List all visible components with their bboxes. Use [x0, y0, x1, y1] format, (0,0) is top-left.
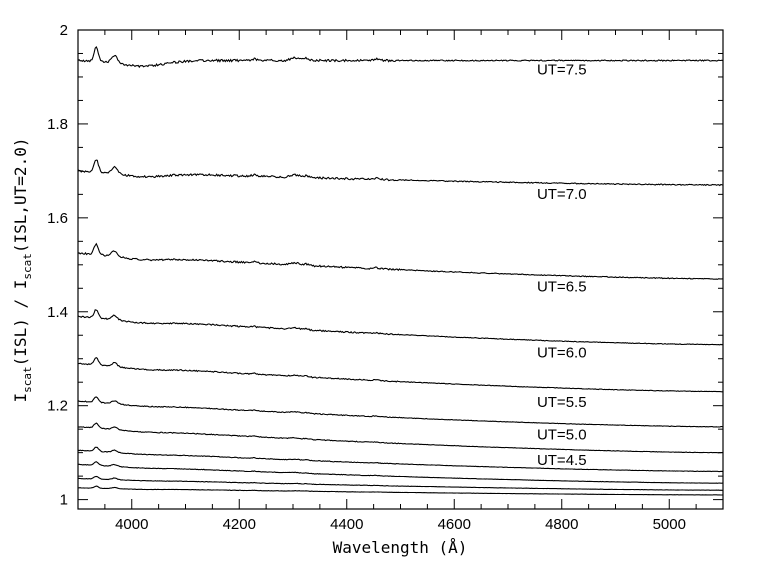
- spectrum-line: [77, 422, 724, 454]
- y-tick-label: 1.4: [47, 304, 68, 321]
- spectrum-line: [77, 159, 724, 187]
- series-lines: [77, 46, 724, 496]
- series-labels: UT=7.5 UT=7.0 UT=6.5 UT=6.0 UT=5.5 UT=5.0 UT=4…: [537, 62, 587, 469]
- series-label: UT=4.5: [537, 452, 587, 469]
- y-tick-label: 1.6: [47, 210, 68, 227]
- series-label: UT=6.5: [537, 279, 587, 296]
- y-axis-title-part-1: I: [11, 393, 30, 403]
- y-axis-title-sub-1: scat: [21, 366, 34, 393]
- y-axis-title: Iscat(ISL) / Iscat(ISL,UT=2.0): [11, 138, 34, 403]
- series-label: UT=5.0: [537, 426, 587, 443]
- spectrum-line: [77, 446, 723, 473]
- x-tick-label: 5000: [653, 516, 686, 533]
- spectrum-line: [77, 475, 723, 491]
- spectrum-line: [77, 46, 724, 69]
- x-axis-title: Wavelength (Å): [333, 538, 468, 557]
- series-label: UT=7.0: [537, 186, 587, 203]
- series-label: UT=5.5: [537, 394, 587, 411]
- spectrum-line: [77, 242, 724, 280]
- y-tick-label: 1.8: [47, 116, 68, 133]
- x-tick-label: 4200: [223, 516, 256, 533]
- y-axis-title-sub-2: scat: [21, 253, 34, 280]
- x-tick-label: 4000: [115, 516, 148, 533]
- x-tick-label: 4600: [438, 516, 471, 533]
- series-label: UT=7.5: [537, 62, 587, 79]
- y-tick-label: 1: [60, 492, 68, 509]
- y-axis-title-part-2: (ISL) / I: [11, 280, 30, 367]
- spectrum-line: [77, 396, 724, 428]
- axis-ticks: 4000 4200 4400 4600 4800 5000 1 1.2 1.4 1.6 1.8 2: [47, 22, 724, 533]
- y-tick-label: 1.2: [47, 398, 68, 415]
- spectrum-line: [77, 461, 724, 484]
- x-tick-label: 4800: [545, 516, 578, 533]
- y-axis-title-part-3: (ISL,UT=2.0): [11, 138, 30, 254]
- spectrum-line: [77, 357, 723, 393]
- y-tick-label: 2: [60, 22, 68, 39]
- spectrum-line: [77, 485, 724, 496]
- x-tick-label: 4400: [330, 516, 363, 533]
- spectrum-line: [77, 309, 724, 346]
- series-label: UT=6.0: [537, 344, 587, 361]
